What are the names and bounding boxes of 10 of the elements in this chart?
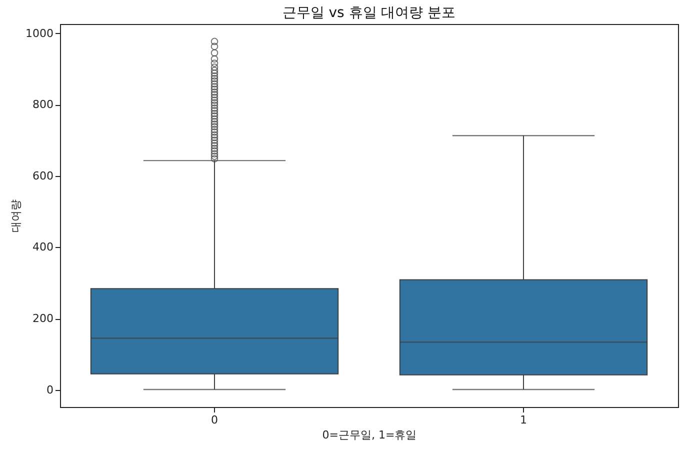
y-tick-label: 600 xyxy=(32,169,54,182)
x-axis-title: 0=근무일, 1=휴일 xyxy=(322,428,417,442)
y-tick-label: 800 xyxy=(32,98,54,112)
y-tick-label: 0 xyxy=(46,383,54,396)
chart-title: 근무일 vs 휴일 대여량 분포 xyxy=(282,5,456,21)
y-tick-label: 400 xyxy=(32,240,54,254)
y-tick-label: 1000 xyxy=(26,26,54,40)
y-axis-title: 대여량 xyxy=(10,200,23,232)
y-tick-label: 200 xyxy=(32,312,54,326)
x-tick-label: 1 xyxy=(520,414,527,426)
